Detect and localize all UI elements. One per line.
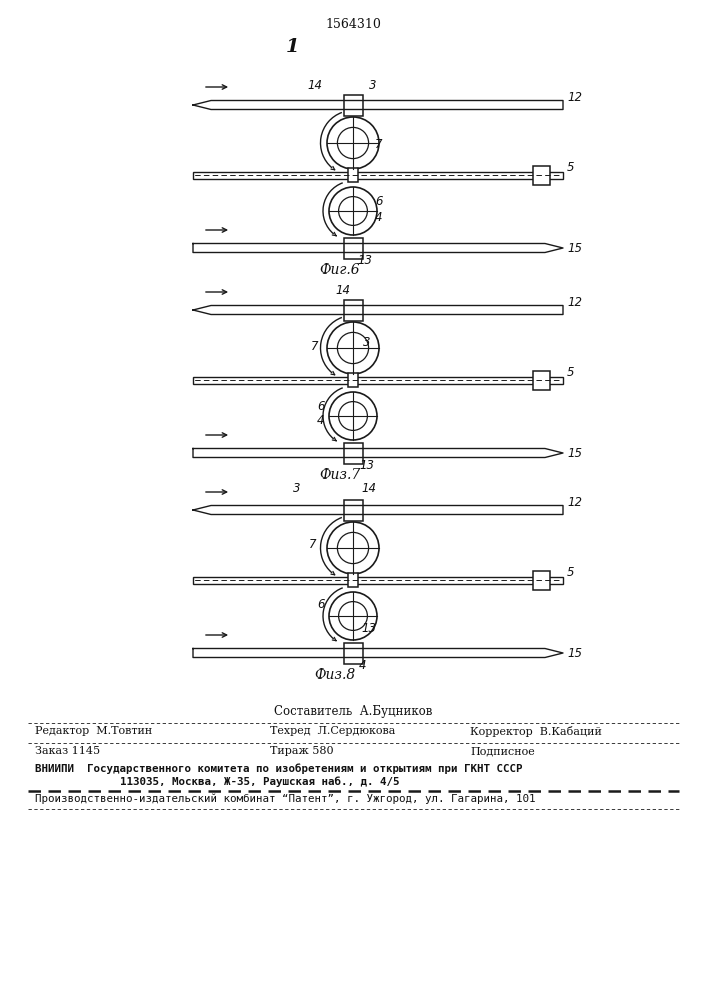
Text: Физ.7: Физ.7 bbox=[320, 468, 361, 482]
Text: 3: 3 bbox=[363, 336, 370, 349]
Polygon shape bbox=[193, 448, 563, 458]
Circle shape bbox=[337, 127, 368, 159]
Bar bbox=[344, 237, 363, 258]
Circle shape bbox=[327, 522, 379, 574]
Circle shape bbox=[327, 117, 379, 169]
Text: 13: 13 bbox=[361, 622, 376, 635]
Text: 4: 4 bbox=[375, 211, 382, 224]
Circle shape bbox=[339, 402, 368, 430]
Text: 1: 1 bbox=[286, 38, 300, 56]
Text: Фиг.6: Фиг.6 bbox=[320, 263, 361, 277]
Text: Физ.8: Физ.8 bbox=[315, 668, 356, 682]
Polygon shape bbox=[193, 506, 563, 514]
Text: Техред  Л.Сердюкова: Техред Л.Сердюкова bbox=[270, 726, 395, 736]
Text: 5: 5 bbox=[567, 161, 575, 174]
Circle shape bbox=[339, 602, 368, 630]
Polygon shape bbox=[193, 306, 563, 314]
Text: 15: 15 bbox=[567, 447, 582, 460]
Circle shape bbox=[339, 197, 368, 225]
Text: 3: 3 bbox=[369, 79, 377, 92]
Text: Подписное: Подписное bbox=[470, 746, 534, 756]
Circle shape bbox=[329, 187, 377, 235]
Text: ВНИИПИ  Государственного комитета по изобретениям и открытиям при ГКНТ СССР: ВНИИПИ Государственного комитета по изоб… bbox=[35, 763, 522, 774]
Bar bbox=[344, 499, 363, 520]
Text: 12: 12 bbox=[567, 91, 582, 104]
Text: 5: 5 bbox=[567, 566, 575, 579]
Bar bbox=[348, 573, 358, 587]
Text: 15: 15 bbox=[567, 242, 582, 255]
Bar bbox=[348, 168, 358, 182]
Text: Тираж 580: Тираж 580 bbox=[270, 746, 334, 756]
Text: 7: 7 bbox=[375, 138, 382, 151]
Text: 5: 5 bbox=[567, 366, 575, 379]
Bar bbox=[532, 165, 549, 184]
Text: 7: 7 bbox=[309, 538, 317, 551]
Text: 12: 12 bbox=[567, 496, 582, 509]
Text: Редактор  М.Товтин: Редактор М.Товтин bbox=[35, 726, 152, 736]
Text: 6: 6 bbox=[317, 598, 325, 611]
Text: Производственно-издательский комбинат “Патент”, г. Ужгород, ул. Гагарина, 101: Производственно-издательский комбинат “П… bbox=[35, 794, 535, 804]
Text: 4: 4 bbox=[359, 659, 366, 672]
Circle shape bbox=[327, 322, 379, 374]
Circle shape bbox=[329, 392, 377, 440]
Text: 13: 13 bbox=[357, 254, 372, 267]
Text: 14: 14 bbox=[361, 482, 376, 495]
Text: 6: 6 bbox=[375, 195, 382, 208]
Text: 14: 14 bbox=[335, 284, 350, 297]
Polygon shape bbox=[193, 101, 563, 109]
Bar bbox=[532, 570, 549, 589]
Text: 7: 7 bbox=[311, 340, 318, 353]
Text: 3: 3 bbox=[293, 482, 300, 495]
Text: 4: 4 bbox=[317, 414, 325, 427]
Circle shape bbox=[329, 592, 377, 640]
Bar bbox=[344, 95, 363, 115]
Text: 15: 15 bbox=[567, 647, 582, 660]
Text: Корректор  В.Кабаций: Корректор В.Кабаций bbox=[470, 726, 602, 737]
Circle shape bbox=[337, 532, 368, 564]
Circle shape bbox=[337, 332, 368, 364]
Bar bbox=[193, 576, 563, 584]
Bar bbox=[532, 370, 549, 389]
Text: 14: 14 bbox=[307, 79, 322, 92]
Bar bbox=[344, 442, 363, 464]
Text: 1564310: 1564310 bbox=[325, 18, 381, 31]
Polygon shape bbox=[193, 243, 563, 252]
Text: 13: 13 bbox=[359, 459, 374, 472]
Bar bbox=[193, 172, 563, 178]
Text: 113035, Москва, Ж-35, Раушская наб., д. 4/5: 113035, Москва, Ж-35, Раушская наб., д. … bbox=[120, 776, 399, 787]
Text: 12: 12 bbox=[567, 296, 582, 309]
Bar bbox=[344, 300, 363, 320]
Bar bbox=[348, 373, 358, 387]
Polygon shape bbox=[193, 648, 563, 658]
Text: 6: 6 bbox=[317, 400, 325, 413]
Bar bbox=[193, 376, 563, 383]
Bar bbox=[344, 643, 363, 664]
Text: Составитель  А.Буцников: Составитель А.Буцников bbox=[274, 705, 432, 718]
Text: Заказ 1145: Заказ 1145 bbox=[35, 746, 100, 756]
